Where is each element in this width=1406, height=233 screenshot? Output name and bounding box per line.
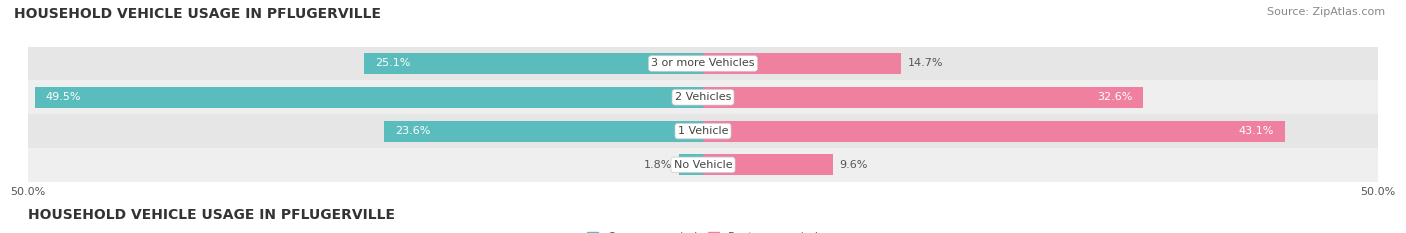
Bar [28,47,1378,80]
Bar [703,154,832,175]
Text: HOUSEHOLD VEHICLE USAGE IN PFLUGERVILLE: HOUSEHOLD VEHICLE USAGE IN PFLUGERVILLE [28,208,395,222]
Text: 32.6%: 32.6% [1097,92,1132,102]
Bar [703,87,1143,108]
Text: No Vehicle: No Vehicle [673,160,733,170]
Bar [384,121,703,141]
Text: 23.6%: 23.6% [395,126,430,136]
Bar [364,53,703,74]
Text: 43.1%: 43.1% [1239,126,1274,136]
Legend: Owner-occupied, Renter-occupied: Owner-occupied, Renter-occupied [582,227,824,233]
Text: HOUSEHOLD VEHICLE USAGE IN PFLUGERVILLE: HOUSEHOLD VEHICLE USAGE IN PFLUGERVILLE [14,7,381,21]
Text: 3 or more Vehicles: 3 or more Vehicles [651,58,755,69]
Text: 2 Vehicles: 2 Vehicles [675,92,731,102]
Bar [28,114,1378,148]
Text: 14.7%: 14.7% [908,58,943,69]
Text: 1 Vehicle: 1 Vehicle [678,126,728,136]
Bar [679,154,703,175]
Text: 49.5%: 49.5% [45,92,82,102]
Bar [35,87,703,108]
Text: Source: ZipAtlas.com: Source: ZipAtlas.com [1267,7,1385,17]
Bar [28,148,1378,182]
Bar [703,53,901,74]
Bar [28,80,1378,114]
Text: 25.1%: 25.1% [375,58,411,69]
Text: 9.6%: 9.6% [839,160,868,170]
Text: 1.8%: 1.8% [644,160,672,170]
Bar [703,121,1285,141]
